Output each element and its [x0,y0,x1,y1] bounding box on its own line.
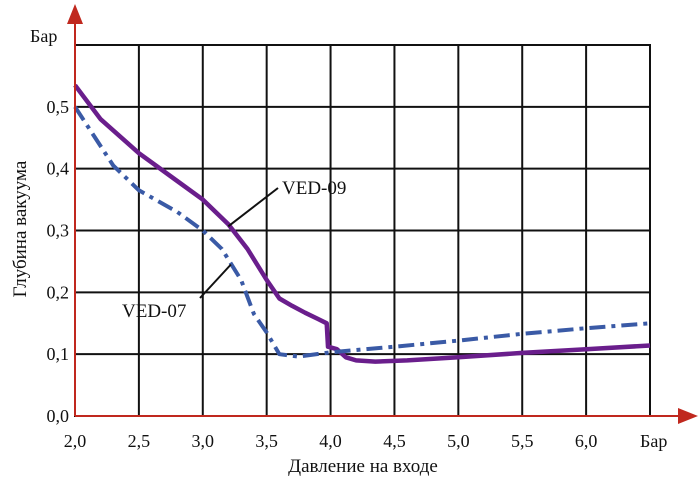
x-axis-title: Давление на входе [288,456,438,477]
x-tick-label: 5,0 [447,431,470,451]
y-tick-labels: 0,0 0,1 0,2 0,3 0,4 0,5 [47,97,70,426]
x-tick-label: 4,0 [319,431,342,451]
x-unit-label: Бар [640,431,667,451]
x-tick-label: 2,0 [64,431,87,451]
annotation-leaders [199,187,279,299]
y-tick-label: 0,1 [47,344,70,364]
y-tick-label: 0,0 [47,406,70,426]
x-tick-label: 6,0 [575,431,598,451]
x-tick-label: 3,0 [192,431,215,451]
x-tick-labels: 2,0 2,5 3,0 3,5 4,0 4,5 5,0 5,5 6,0 [64,431,598,451]
leader-ved-07 [199,263,232,299]
y-tick-label: 0,5 [47,97,70,117]
y-tick-label: 0,4 [47,159,70,179]
annotation-ved-09: VED-09 [282,178,346,199]
x-tick-label: 2,5 [128,431,151,451]
y-unit-label: Бар [30,26,57,46]
annotation-ved-07: VED-07 [122,301,186,322]
y-tick-label: 0,2 [47,282,70,302]
grid [74,44,651,417]
leader-ved-09 [227,187,279,228]
y-tick-label: 0,3 [47,221,70,241]
x-tick-label: 3,5 [255,431,278,451]
series-line-ved-07 [73,105,651,359]
x-tick-label: 5,5 [511,431,534,451]
series-layer [73,83,651,364]
y-axis-title: Глубина вакуума [10,160,31,297]
series-line-ved-09 [73,83,651,364]
x-tick-label: 4,5 [383,431,406,451]
